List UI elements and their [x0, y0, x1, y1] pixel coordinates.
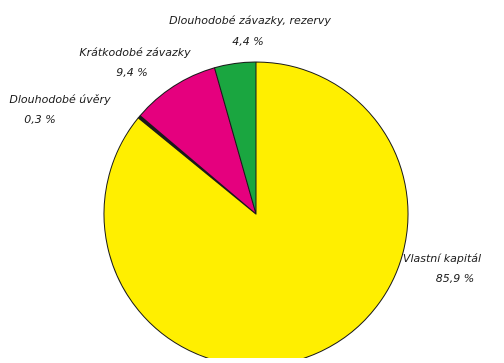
- slice-label-vlastni-kapital: Vlastní kapitál: [403, 252, 481, 265]
- slice-label-group-dlouhodobe-uvery: Dlouhodobé úvěry 0,3 %: [9, 93, 111, 126]
- slice-label-group-vlastni-kapital: Vlastní kapitál 85,9 %: [403, 252, 481, 285]
- pie-slices: [103, 61, 409, 363]
- slice-label-group-kratkodobe-zavazky: Krátkodobé závazky 9,4 %: [79, 46, 191, 79]
- slice-value-vlastni-kapital: 85,9 %: [436, 272, 474, 285]
- slice-value-dlouhodobe-uvery: 0,3 %: [24, 113, 55, 126]
- slice-label-dlouhodobe-uvery: Dlouhodobé úvěry: [9, 93, 111, 106]
- pie-slice-kratkodobe-zavazky: [139, 67, 257, 215]
- slice-label-kratkodobe-zavazky: Krátkodobé závazky: [79, 46, 191, 59]
- slice-label-group-dlouhodobe-zavazky-rezervy: Dlouhodobé závazky, rezervy 4,4 %: [169, 14, 331, 48]
- pie-slice-vlastni-kapital: [103, 61, 409, 363]
- pie-slice-dlouhodobe-zavazky-rezervy: [214, 61, 257, 215]
- slice-label-dlouhodobe-zavazky-rezervy: Dlouhodobé závazky, rezervy: [169, 14, 331, 27]
- slice-value-kratkodobe-zavazky: 9,4 %: [116, 66, 147, 79]
- slice-value-dlouhodobe-zavazky-rezervy: 4,4 %: [232, 35, 263, 48]
